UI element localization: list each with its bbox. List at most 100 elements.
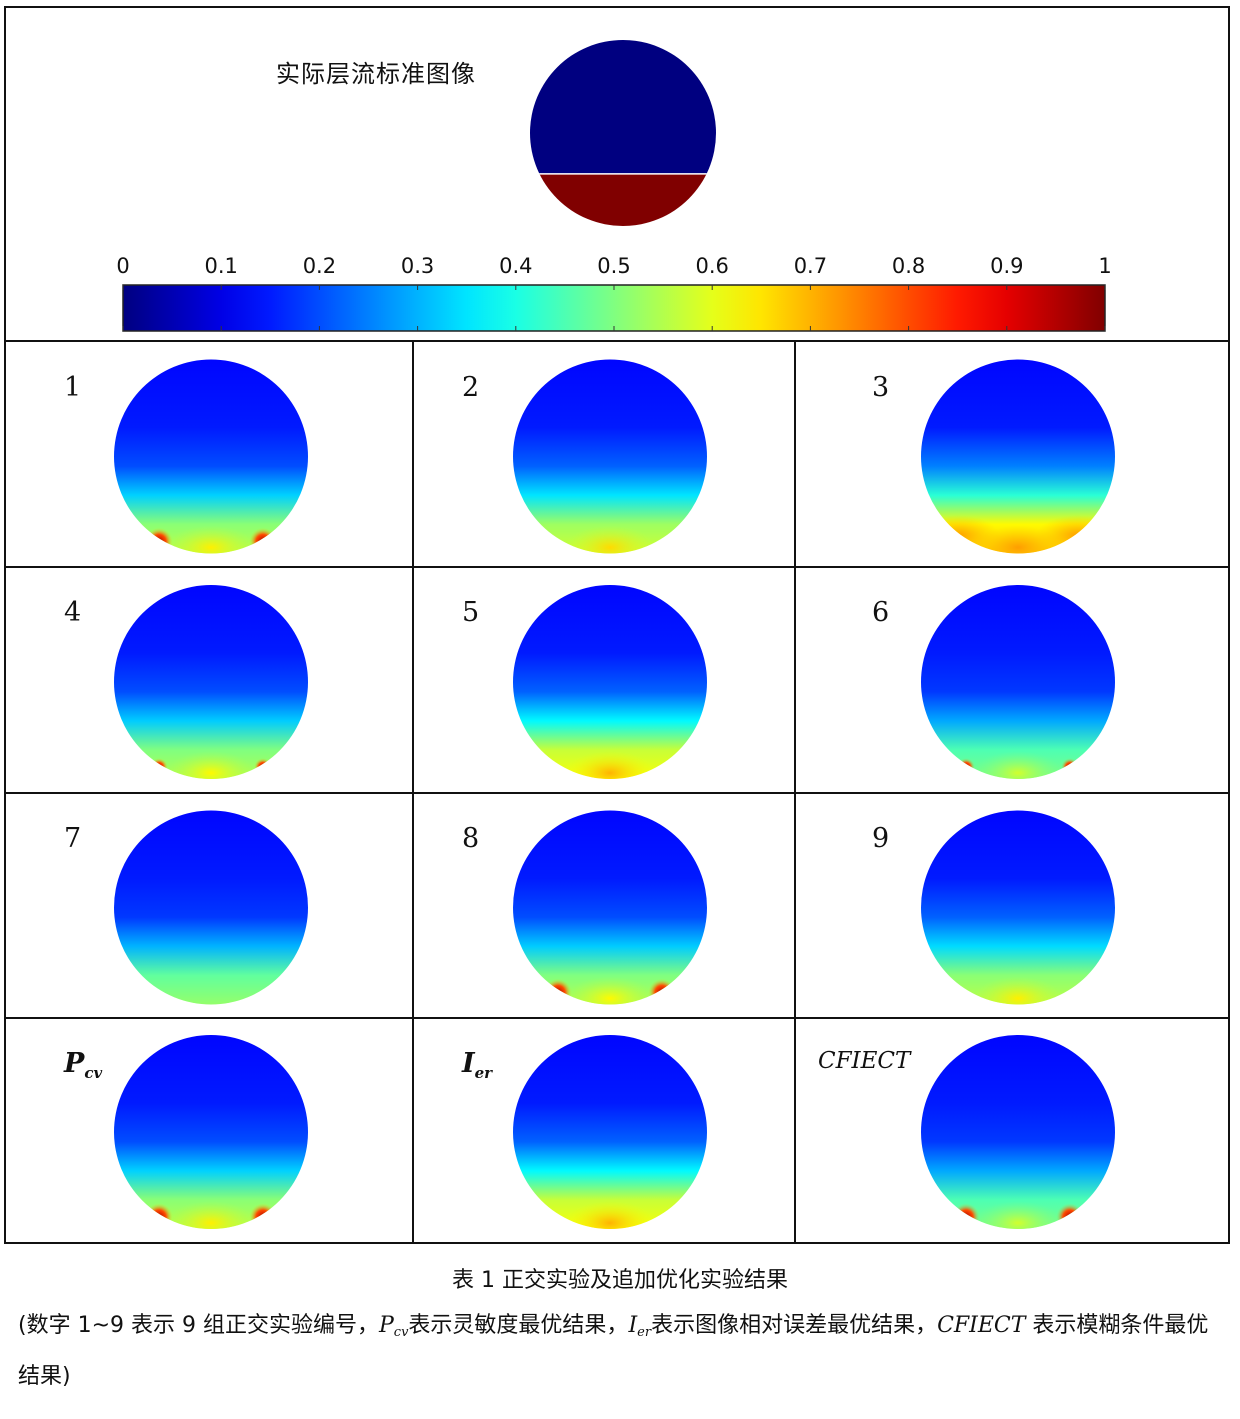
- reconstruction-cell: CFIECT: [795, 1018, 1228, 1242]
- colorbar-tick-label: 0.2: [302, 254, 337, 278]
- electrode-hotspot: [1061, 758, 1079, 776]
- reconstruction-cell: Pcv: [6, 1018, 413, 1242]
- conductivity-field: [114, 810, 308, 1005]
- reconstruction-image: [513, 585, 707, 779]
- caption-note-part: 表示模糊条件最优结果): [18, 1313, 1209, 1389]
- reconstruction-image: [921, 810, 1115, 1005]
- bottom-highlight: [166, 1201, 256, 1229]
- reconstruction-cell: 9: [795, 793, 1228, 1018]
- reconstruction-image: [114, 585, 308, 779]
- grid-divider: [6, 792, 1228, 794]
- reconstruction-image: [921, 585, 1115, 779]
- panel-label: 7: [64, 823, 82, 854]
- reference-panel: 实际层流标准图像 0 0.1 0.2 0.3 0.4 0.5 0.6 0.7 0.8 0.9 1: [6, 8, 1228, 342]
- conductivity-field: [921, 1035, 1115, 1229]
- conductivity-field: [513, 1035, 707, 1229]
- caption-symbol: CFIECT: [937, 1313, 1026, 1338]
- caption-note-part: 表示灵敏度最优结果，: [408, 1313, 629, 1338]
- panel-label-symbol: CFIECT: [818, 1048, 911, 1074]
- reconstruction-cell: 8: [413, 793, 795, 1018]
- caption-title: 表 1 正交实验及追加优化实验结果: [452, 1268, 788, 1293]
- caption-note-part: (数字 1~9 表示 9 组正交实验编号，: [18, 1313, 379, 1338]
- colorbar-tick-label: 0.5: [597, 254, 631, 278]
- electrode-hotspot: [957, 758, 975, 776]
- electrode-hotspot: [145, 527, 173, 554]
- colorbar-ticks: 0 0.1 0.2 0.3 0.4 0.5 0.6 0.7 0.8 0.9 1: [6, 254, 1228, 282]
- caption-subscript: er: [637, 1325, 652, 1340]
- panel-label-subscript: cv: [84, 1064, 103, 1082]
- electrode-hotspot: [544, 978, 572, 1005]
- reference-image: [530, 40, 716, 226]
- reconstruction-grid: 1 2 3 4 5 6 7 8 9 Pcv Ier CFIECT: [6, 342, 1228, 1242]
- electrode-hotspot: [648, 978, 676, 1005]
- bottom-highlight: [973, 1201, 1063, 1229]
- panel-label-subscript: er: [474, 1064, 493, 1082]
- panel-label: 1: [64, 372, 82, 403]
- panel-label: Ier: [462, 1050, 492, 1081]
- colorbar-tick-label: 0.7: [793, 254, 828, 278]
- colorbar-tick-label: 0.8: [891, 254, 926, 278]
- caption-symbol: P: [378, 1313, 394, 1338]
- panel-label: 5: [462, 597, 480, 628]
- conductivity-field: [921, 810, 1115, 1005]
- electrode-hotspot: [249, 527, 277, 554]
- reconstruction-image: [921, 359, 1115, 554]
- colorbar-tick-label: 0.3: [400, 254, 435, 278]
- bottom-highlight: [565, 976, 655, 1005]
- panel-label-symbol: P: [64, 1048, 85, 1079]
- conductivity-field: [513, 585, 707, 779]
- electrode-hotspot: [952, 1203, 980, 1229]
- conductivity-field: [513, 359, 707, 554]
- colorbar-tick-label: 0.1: [204, 254, 238, 278]
- electrode-hotspot: [249, 1203, 277, 1229]
- caption-subscript: cv: [393, 1325, 409, 1340]
- reconstruction-image: [114, 359, 308, 554]
- conductivity-field: [114, 585, 308, 779]
- panel-label-symbol: I: [462, 1048, 475, 1079]
- reconstruction-image: [513, 1035, 707, 1229]
- reconstruction-image: [513, 359, 707, 554]
- bottom-highlight: [973, 976, 1063, 1005]
- reference-upper-phase: [530, 40, 716, 174]
- reconstruction-image: [114, 1035, 308, 1229]
- panel-label: 8: [462, 823, 480, 854]
- colorbar-tick-label: 0.6: [695, 254, 729, 278]
- reconstruction-cell: 2: [413, 342, 795, 567]
- conductivity-field: [513, 810, 707, 1005]
- bottom-highlight: [166, 525, 256, 554]
- bottom-highlight: [565, 751, 655, 779]
- reconstruction-cell: 4: [6, 567, 413, 793]
- colorbar: [122, 284, 1106, 332]
- reference-label: 实际层流标准图像: [276, 60, 476, 88]
- conductivity-field: [921, 585, 1115, 779]
- reconstruction-cell: 3: [795, 342, 1228, 567]
- electrode-hotspot: [145, 1203, 173, 1229]
- electrode-hotspot: [1056, 1203, 1084, 1229]
- electrode-hotspot: [254, 758, 272, 776]
- caption-note: (数字 1~9 表示 9 组正交实验编号，Pcv表示灵敏度最优结果，Ier表示图…: [18, 1304, 1223, 1399]
- panel-label: 4: [64, 597, 82, 628]
- bottom-highlight: [921, 515, 1000, 554]
- bottom-highlight: [973, 751, 1063, 779]
- colorbar-tick-label: 0: [116, 254, 130, 278]
- reconstruction-image: [513, 810, 707, 1005]
- conductivity-field: [114, 359, 308, 554]
- bottom-highlight: [565, 1201, 655, 1229]
- reconstruction-cell: 7: [6, 793, 413, 1018]
- reconstruction-cell: 1: [6, 342, 413, 567]
- panel-label: 2: [462, 372, 480, 403]
- reconstruction-cell: Ier: [413, 1018, 795, 1242]
- colorbar-tick-label: 1: [1098, 254, 1112, 278]
- conductivity-field: [114, 1035, 308, 1229]
- panel-label: 9: [872, 823, 890, 854]
- colorbar-gradient: [122, 284, 1106, 332]
- reconstruction-image: [114, 810, 308, 1005]
- panel-label: Pcv: [64, 1050, 102, 1081]
- reconstruction-image: [921, 1035, 1115, 1229]
- grid-divider: [6, 1017, 1228, 1019]
- caption-note-part: 表示图像相对误差最优结果，: [651, 1313, 938, 1338]
- colorbar-tick-label: 0.9: [990, 254, 1024, 278]
- panel-label: 3: [872, 372, 890, 403]
- bottom-highlight: [565, 525, 655, 554]
- bottom-highlight: [1036, 515, 1115, 554]
